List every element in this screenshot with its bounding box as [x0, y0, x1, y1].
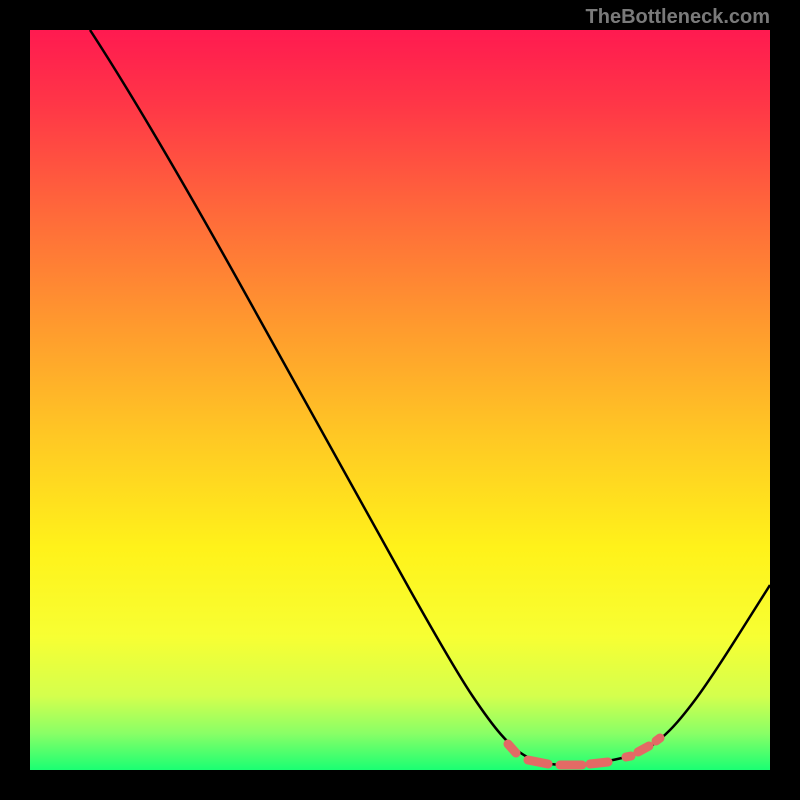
optimal-range-dash [528, 760, 548, 764]
bottleneck-curve-svg [30, 30, 770, 770]
watermark-text: TheBottleneck.com [586, 6, 770, 29]
optimal-range-dash [638, 746, 649, 752]
plot-area [30, 30, 770, 770]
optimal-range-dash [626, 756, 631, 757]
optimal-range-dash [590, 762, 608, 764]
optimal-range-dash [508, 744, 516, 753]
bottleneck-curve [90, 30, 770, 765]
optimal-range-dash [656, 738, 660, 741]
